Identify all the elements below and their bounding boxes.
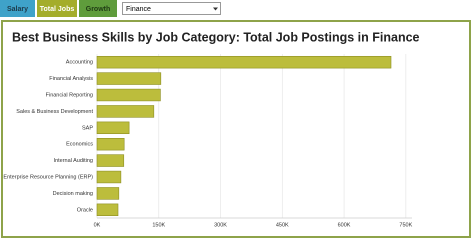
- bar: [96, 203, 119, 217]
- bar: [96, 72, 162, 85]
- x-tick-label: 750K: [399, 222, 412, 228]
- bar: [96, 137, 125, 151]
- bar: [96, 121, 130, 135]
- bar: [96, 154, 125, 167]
- bar: [96, 55, 392, 69]
- dropdown[interactable]: [122, 2, 221, 15]
- tab[interactable]: Salary: [7, 6, 28, 13]
- x-tick-label: 300K: [214, 222, 227, 228]
- bar: [96, 170, 122, 184]
- x-tick-label: 0K: [94, 222, 101, 228]
- tab[interactable]: Total Jobs: [40, 6, 75, 13]
- chart-title: Best Business Skills by Job Category: To…: [12, 30, 420, 44]
- dropdown-arrow[interactable]: [213, 7, 218, 11]
- y-tick-label: Economics: [66, 142, 93, 148]
- bar: [96, 187, 120, 200]
- y-tick-label: Financial Reporting: [46, 92, 93, 98]
- y-tick-label: Accounting: [66, 60, 93, 66]
- y-tick-label: Oracle: [77, 207, 93, 213]
- y-tick-label: Decision making: [53, 191, 93, 197]
- x-tick-label: 450K: [276, 222, 289, 228]
- tab[interactable]: Growth: [86, 6, 111, 13]
- dropdown-value[interactable]: Finance: [126, 6, 151, 13]
- y-tick-label: Enterprise Resource Planning (ERP): [3, 174, 93, 180]
- bar: [96, 88, 161, 102]
- x-tick-label: 600K: [338, 222, 351, 228]
- chart-panel: [1, 20, 471, 238]
- tab-bg[interactable]: [79, 0, 117, 17]
- bar: [96, 105, 155, 118]
- y-tick-label: Sales & Business Development: [16, 109, 93, 115]
- tab-bg[interactable]: [0, 0, 35, 17]
- y-tick-label: Financial Analysis: [49, 76, 93, 82]
- y-tick-label: Internal Auditing: [54, 158, 93, 164]
- tab-bg[interactable]: [37, 0, 77, 17]
- x-tick-label: 150K: [152, 222, 165, 228]
- y-tick-label: SAP: [82, 125, 93, 131]
